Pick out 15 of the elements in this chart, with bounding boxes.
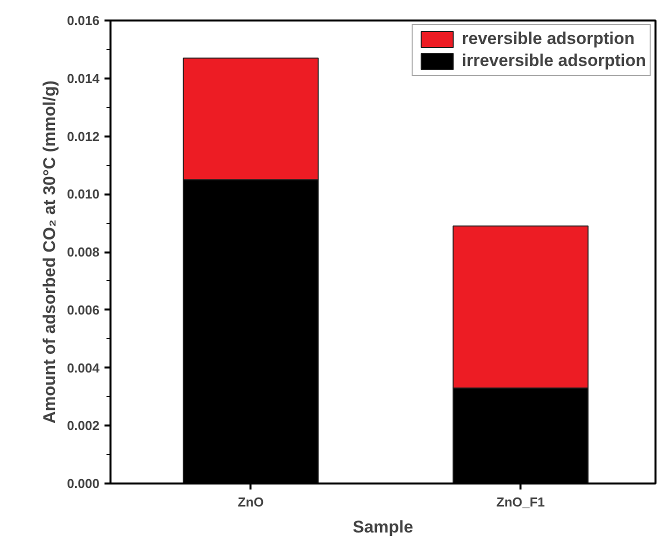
y-axis-title: Amount of adsorbed CO₂ at 30°C (mmol/g)	[40, 80, 59, 424]
legend-label: irreversible adsorption	[462, 51, 646, 71]
y-tick-label: 0.002	[66, 418, 100, 434]
y-tick-label: 0.012	[66, 128, 100, 144]
y-tick-label: 0.004	[66, 360, 100, 376]
x-tick-label: ZnO_F1	[496, 494, 545, 510]
y-tick-label: 0.010	[66, 186, 100, 202]
x-axis-title: Sample	[352, 518, 414, 536]
y-tick-label: 0.000	[66, 476, 100, 491]
y-tick-label: 0.014	[66, 70, 100, 86]
x-tick-label: ZnO	[238, 494, 264, 510]
y-tick-label: 0.006	[66, 302, 100, 318]
y-tick-label: 0.008	[66, 244, 100, 260]
y-tick-label: 0.016	[66, 13, 100, 28]
legend-label: reversible adsorption	[462, 29, 635, 49]
